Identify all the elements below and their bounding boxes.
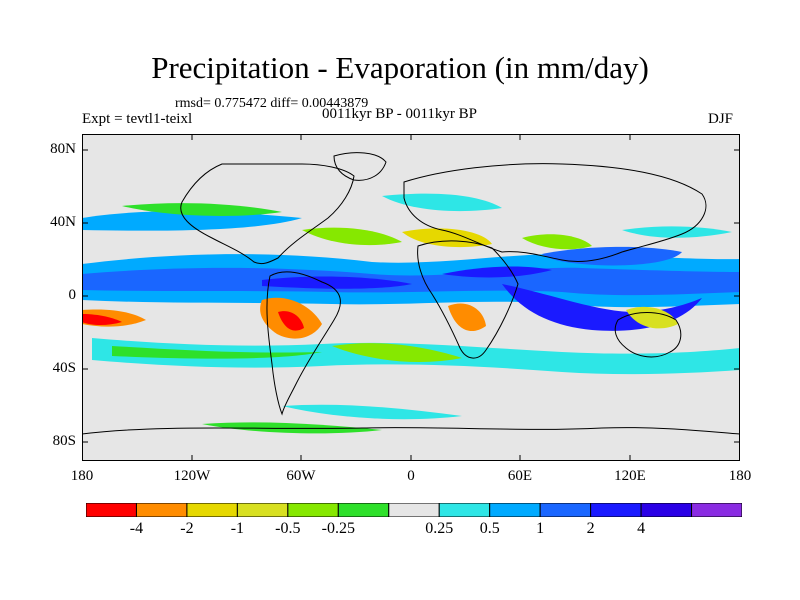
south-america-core — [278, 311, 304, 331]
itcz-band-mid — [82, 267, 740, 296]
colorbar-segment — [640, 503, 693, 517]
plot-title: Precipitation - Evaporation (in mm/day) — [151, 50, 649, 85]
statistics-text: rmsd= 0.775472 diff= 0.00443879 — [175, 96, 369, 111]
itcz-band-core — [262, 276, 412, 289]
x-label-60e: 60E — [507, 468, 533, 484]
x-label-120e: 120E — [614, 468, 646, 484]
north-america-coast — [180, 163, 355, 265]
colorbar-label: -4 — [129, 520, 144, 537]
atlantic-core — [442, 266, 552, 278]
y-label-80n: 80N — [50, 141, 76, 157]
colorbar-label: -1 — [230, 520, 245, 537]
south-atlantic-green — [332, 343, 462, 362]
colorbar-segment — [590, 503, 642, 517]
africa-coast — [417, 240, 519, 359]
asia-dry — [522, 234, 592, 250]
experiment-label: Expt = tevtl1-teixl — [82, 111, 193, 127]
y-label-equator: 0 — [68, 287, 77, 303]
period-label: 0011kyr BP - 0011kyr BP — [322, 106, 478, 122]
north-atlantic-dry — [302, 227, 402, 246]
eurasia-coast — [403, 163, 707, 263]
colorbar-segment — [186, 503, 238, 517]
colorbar-segment — [86, 503, 137, 517]
y-label-80s: 80S — [52, 433, 76, 449]
east-pacific-core — [82, 314, 122, 325]
map-ticks — [82, 134, 740, 461]
antarctica-coast — [82, 427, 740, 435]
colorbar-segment — [489, 503, 541, 517]
north-pacific-green — [122, 203, 282, 216]
colorbar-label: -2 — [180, 520, 194, 537]
x-label-180w: 180 — [70, 468, 94, 484]
colorbar-segment — [236, 503, 289, 517]
x-label-180e: 180 — [728, 468, 752, 484]
north-pacific-band — [82, 211, 302, 231]
north-pacific-cyan — [622, 226, 732, 238]
colorbar-label: 2 — [586, 520, 595, 537]
australia-dry — [626, 306, 678, 329]
colorbar — [86, 503, 742, 517]
colorbar-label: 0.5 — [479, 520, 500, 537]
world-map — [82, 134, 740, 461]
y-label-40n: 40N — [50, 214, 76, 230]
season-label: DJF — [708, 111, 734, 127]
colorbar-label: -0.25 — [321, 520, 355, 537]
colorbar-label: 1 — [536, 520, 545, 537]
x-label-60w: 60W — [286, 468, 316, 484]
colorbar-label: 0.25 — [425, 520, 454, 537]
x-label-0: 0 — [407, 468, 415, 484]
southern-green-band — [112, 346, 322, 359]
colorbar-segment — [337, 503, 390, 517]
colorbar-label: -0.5 — [275, 520, 301, 537]
colorbar-segment — [388, 503, 440, 517]
north-atlantic-band — [382, 193, 502, 212]
colorbar-segment — [691, 503, 742, 517]
southern-ocean-cyan — [282, 404, 462, 420]
colorbar-label: 4 — [637, 520, 646, 537]
x-label-120w: 120W — [173, 468, 211, 484]
australia-coast — [614, 312, 682, 358]
south-america-coast — [266, 271, 341, 416]
coastlines — [82, 152, 740, 435]
colorbar-segment — [438, 503, 491, 517]
southern-africa-dry — [448, 303, 486, 332]
west-pacific-max — [542, 246, 682, 266]
colorbar-segment — [287, 503, 339, 517]
colorbar-segment — [135, 503, 188, 517]
y-label-40s: 40S — [52, 360, 76, 376]
greenland-coast — [333, 152, 387, 181]
colorbar-segment — [539, 503, 592, 517]
